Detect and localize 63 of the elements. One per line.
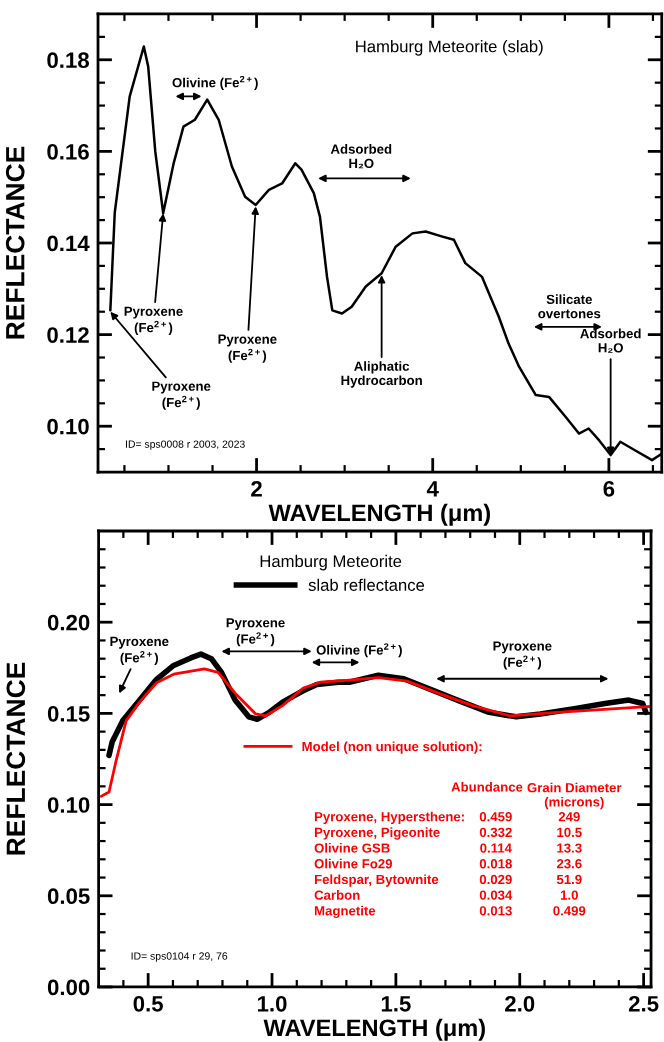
annotation: Adsorbed H₂O [580,328,641,353]
text: Hamburg Meteorite (slab) [356,40,543,56]
y-tick-label: 0.12 [47,327,89,343]
annotation: Olivine (Fe$^{2+}$) [172,75,258,90]
y-tick-label: 0.16 [47,143,89,160]
annotation: ID= sps0008 r 2003, 2023 [126,440,245,450]
annotation: 0.013 [479,906,512,916]
annotation: Pyroxene, Hypersthene: [314,811,464,824]
annotation: 0.459 [479,812,512,822]
annotation: 23.6 [556,859,582,869]
y-axis-title: REFLECTANCE [6,662,26,855]
y-tick-label: 0.10 [47,797,90,813]
annotation: Pyroxene, Pigeonite [314,827,440,840]
y-tick-label: 0.00 [47,979,90,996]
annotation: Pyroxene (Fe$^{2+}$) [152,381,211,410]
annotation: 0.332 [479,827,512,838]
annotation: 1.0 [560,890,578,900]
annotation: 51.9 [556,874,582,885]
annotation: Pyroxene (Fe$^{2+}$) [226,618,285,647]
annotation: Olivine (Fe$^{2+}$) [316,643,402,658]
annotation: Pyroxene (Fe$^{2+}$) [493,641,552,670]
annotation: Pyroxene (Fe$^{2+}$) [110,636,169,666]
annotation: Pyroxene (Fe$^{2+}$) [218,334,277,363]
x-tick-label: 1.5 [381,996,411,1012]
annotation: Adsorbed H₂O [330,144,392,169]
annotation: Abundance [451,782,523,792]
annotation: 0.034 [479,890,513,900]
x-axis-title: WAVELENGTH (μm) [263,1018,485,1041]
annotation: Magnetite [314,905,376,919]
y-tick-label: 0.15 [47,705,90,722]
x-tick-label: 1.0 [257,995,287,1012]
annotation: ID= sps0104 r 29, 76 [131,952,228,962]
y-tick-label: 0.20 [47,614,90,631]
annotation: Carbon [314,890,360,900]
x-axis-title: WAVELENGTH (μm) [268,503,490,526]
y-tick-label: 0.18 [47,52,89,69]
x-tick-label: 2 [251,480,262,497]
y-tick-label: 0.10 [47,418,89,435]
annotation: 0.018 [479,859,512,869]
x-tick-label: 4 [426,481,439,497]
y-tick-label: 0.14 [47,235,90,252]
annotation: 0.029 [479,874,512,885]
x-tick-label: 0.5 [133,995,163,1012]
annotation: 13.3 [557,843,582,853]
x-tick-label: 2.0 [505,995,535,1012]
annotation: Silicate overtones [538,294,601,319]
legend-title: Hamburg Meteorite [260,554,402,571]
annotation: Olivine Fo29 [314,858,393,869]
annotation: 0.499 [553,906,586,916]
y-axis-title: REFLECTANCE [5,146,25,339]
annotation: 249 [558,812,580,822]
annotation: Feldspar, Bytownite [314,874,439,887]
annotation: Grain Diameter (microns) [527,782,622,810]
annotation: Olivine GSB [314,843,390,853]
annotation: Aliphatic Hydrocarbon [341,361,422,388]
annotation: 10.5 [557,827,582,838]
x-tick-label: 2.5 [628,995,659,1012]
x-tick-label: 6 [603,480,615,497]
legend-label: Model (non unique solution): [302,741,482,754]
legend-label: slab reflectance [308,578,425,591]
annotation: Pyroxene (Fe$^{2+}$) [124,306,183,335]
annotation: 0.114 [480,843,512,853]
y-tick-label: 0.05 [47,888,90,905]
